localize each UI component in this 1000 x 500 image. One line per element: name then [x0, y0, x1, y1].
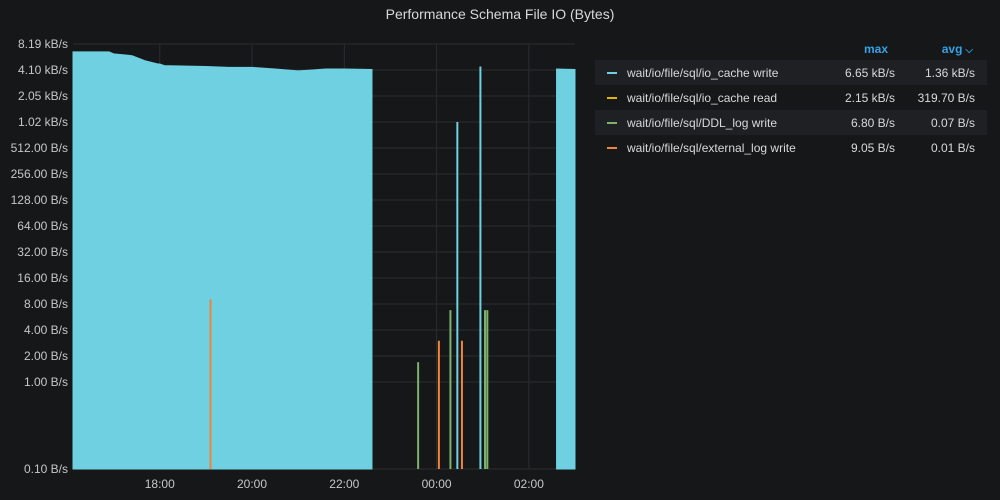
y-tick-label: 2.00 B/s — [24, 349, 68, 363]
chart-plot[interactable]: 0.10 B/s 1.00 B/s 2.00 B/s 4.00 B/s 8.00 B/s… — [0, 0, 590, 500]
legend-header-avg[interactable]: avg ⌵ — [888, 42, 987, 56]
legend: max avg ⌵ wait/io/file/sql/io_cache write… — [595, 38, 987, 160]
legend-max-value: 2.15 kB/s — [844, 90, 895, 105]
legend-avg-value: 1.36 kB/s — [924, 65, 975, 80]
y-tick-label: 4.00 B/s — [24, 323, 68, 337]
x-axis-ticks: 18:00 20:00 22:00 00:00 02:00 — [145, 477, 544, 491]
y-tick-label: 256.00 B/s — [11, 167, 68, 181]
y-axis-ticks: 0.10 B/s 1.00 B/s 2.00 B/s 4.00 B/s 8.00 B/s… — [11, 37, 68, 476]
x-tick-label: 00:00 — [422, 477, 452, 491]
legend-swatch-icon[interactable] — [607, 121, 617, 124]
y-tick-label: 128.00 B/s — [11, 193, 68, 207]
legend-series-name[interactable]: wait/io/file/sql/external_log write — [627, 140, 796, 155]
y-tick-label: 8.19 kB/s — [18, 37, 68, 51]
legend-header-max[interactable]: max — [863, 42, 888, 56]
legend-series-name[interactable]: wait/io/file/sql/io_cache write — [627, 65, 779, 80]
y-tick-label: 32.00 B/s — [17, 245, 68, 259]
legend-max-value: 9.05 B/s — [850, 140, 895, 155]
legend-header-avg-label: avg — [941, 42, 963, 56]
x-tick-label: 20:00 — [237, 477, 267, 491]
legend-row[interactable]: wait/io/file/sql/DDL_log write 6.80 B/s 0.… — [595, 110, 987, 135]
legend-swatch-icon[interactable] — [607, 71, 617, 74]
legend-row[interactable]: wait/io/file/sql/external_log write 9.05 … — [595, 135, 987, 160]
legend-row[interactable]: wait/io/file/sql/io_cache read 2.15 kB/s 3… — [595, 85, 987, 110]
legend-max-value: 6.65 kB/s — [844, 65, 895, 80]
legend-row[interactable]: wait/io/file/sql/io_cache write 6.65 kB/s… — [595, 60, 987, 85]
x-tick-label: 02:00 — [514, 477, 544, 491]
legend-avg-value: 0.07 B/s — [930, 115, 975, 130]
chart-series — [72, 51, 576, 470]
series-area — [556, 68, 576, 470]
y-tick-label: 1.02 kB/s — [18, 115, 68, 129]
legend-max-value: 6.80 B/s — [850, 115, 895, 130]
y-tick-label: 4.10 kB/s — [18, 63, 68, 77]
y-tick-label: 0.10 B/s — [24, 462, 68, 476]
series-area — [72, 51, 373, 470]
legend-series-name[interactable]: wait/io/file/sql/io_cache read — [627, 90, 778, 105]
y-tick-label: 1.00 B/s — [24, 375, 68, 389]
y-tick-label: 2.05 kB/s — [18, 89, 68, 103]
legend-swatch-icon[interactable] — [607, 146, 617, 149]
x-tick-label: 18:00 — [145, 477, 175, 491]
y-tick-label: 8.00 B/s — [24, 297, 68, 311]
legend-header: max avg ⌵ — [595, 38, 987, 60]
legend-swatch-icon[interactable] — [607, 96, 617, 99]
x-tick-label: 22:00 — [329, 477, 359, 491]
chevron-down-icon: ⌵ — [965, 45, 973, 56]
legend-series-name[interactable]: wait/io/file/sql/DDL_log write — [627, 115, 778, 130]
y-tick-label: 16.00 B/s — [17, 271, 68, 285]
legend-avg-value: 319.70 B/s — [917, 90, 975, 105]
panel-title[interactable]: Performance Schema File IO (Bytes) — [385, 6, 615, 22]
y-tick-label: 512.00 B/s — [11, 141, 68, 155]
legend-avg-value: 0.01 B/s — [930, 140, 975, 155]
y-tick-label: 64.00 B/s — [17, 219, 68, 233]
